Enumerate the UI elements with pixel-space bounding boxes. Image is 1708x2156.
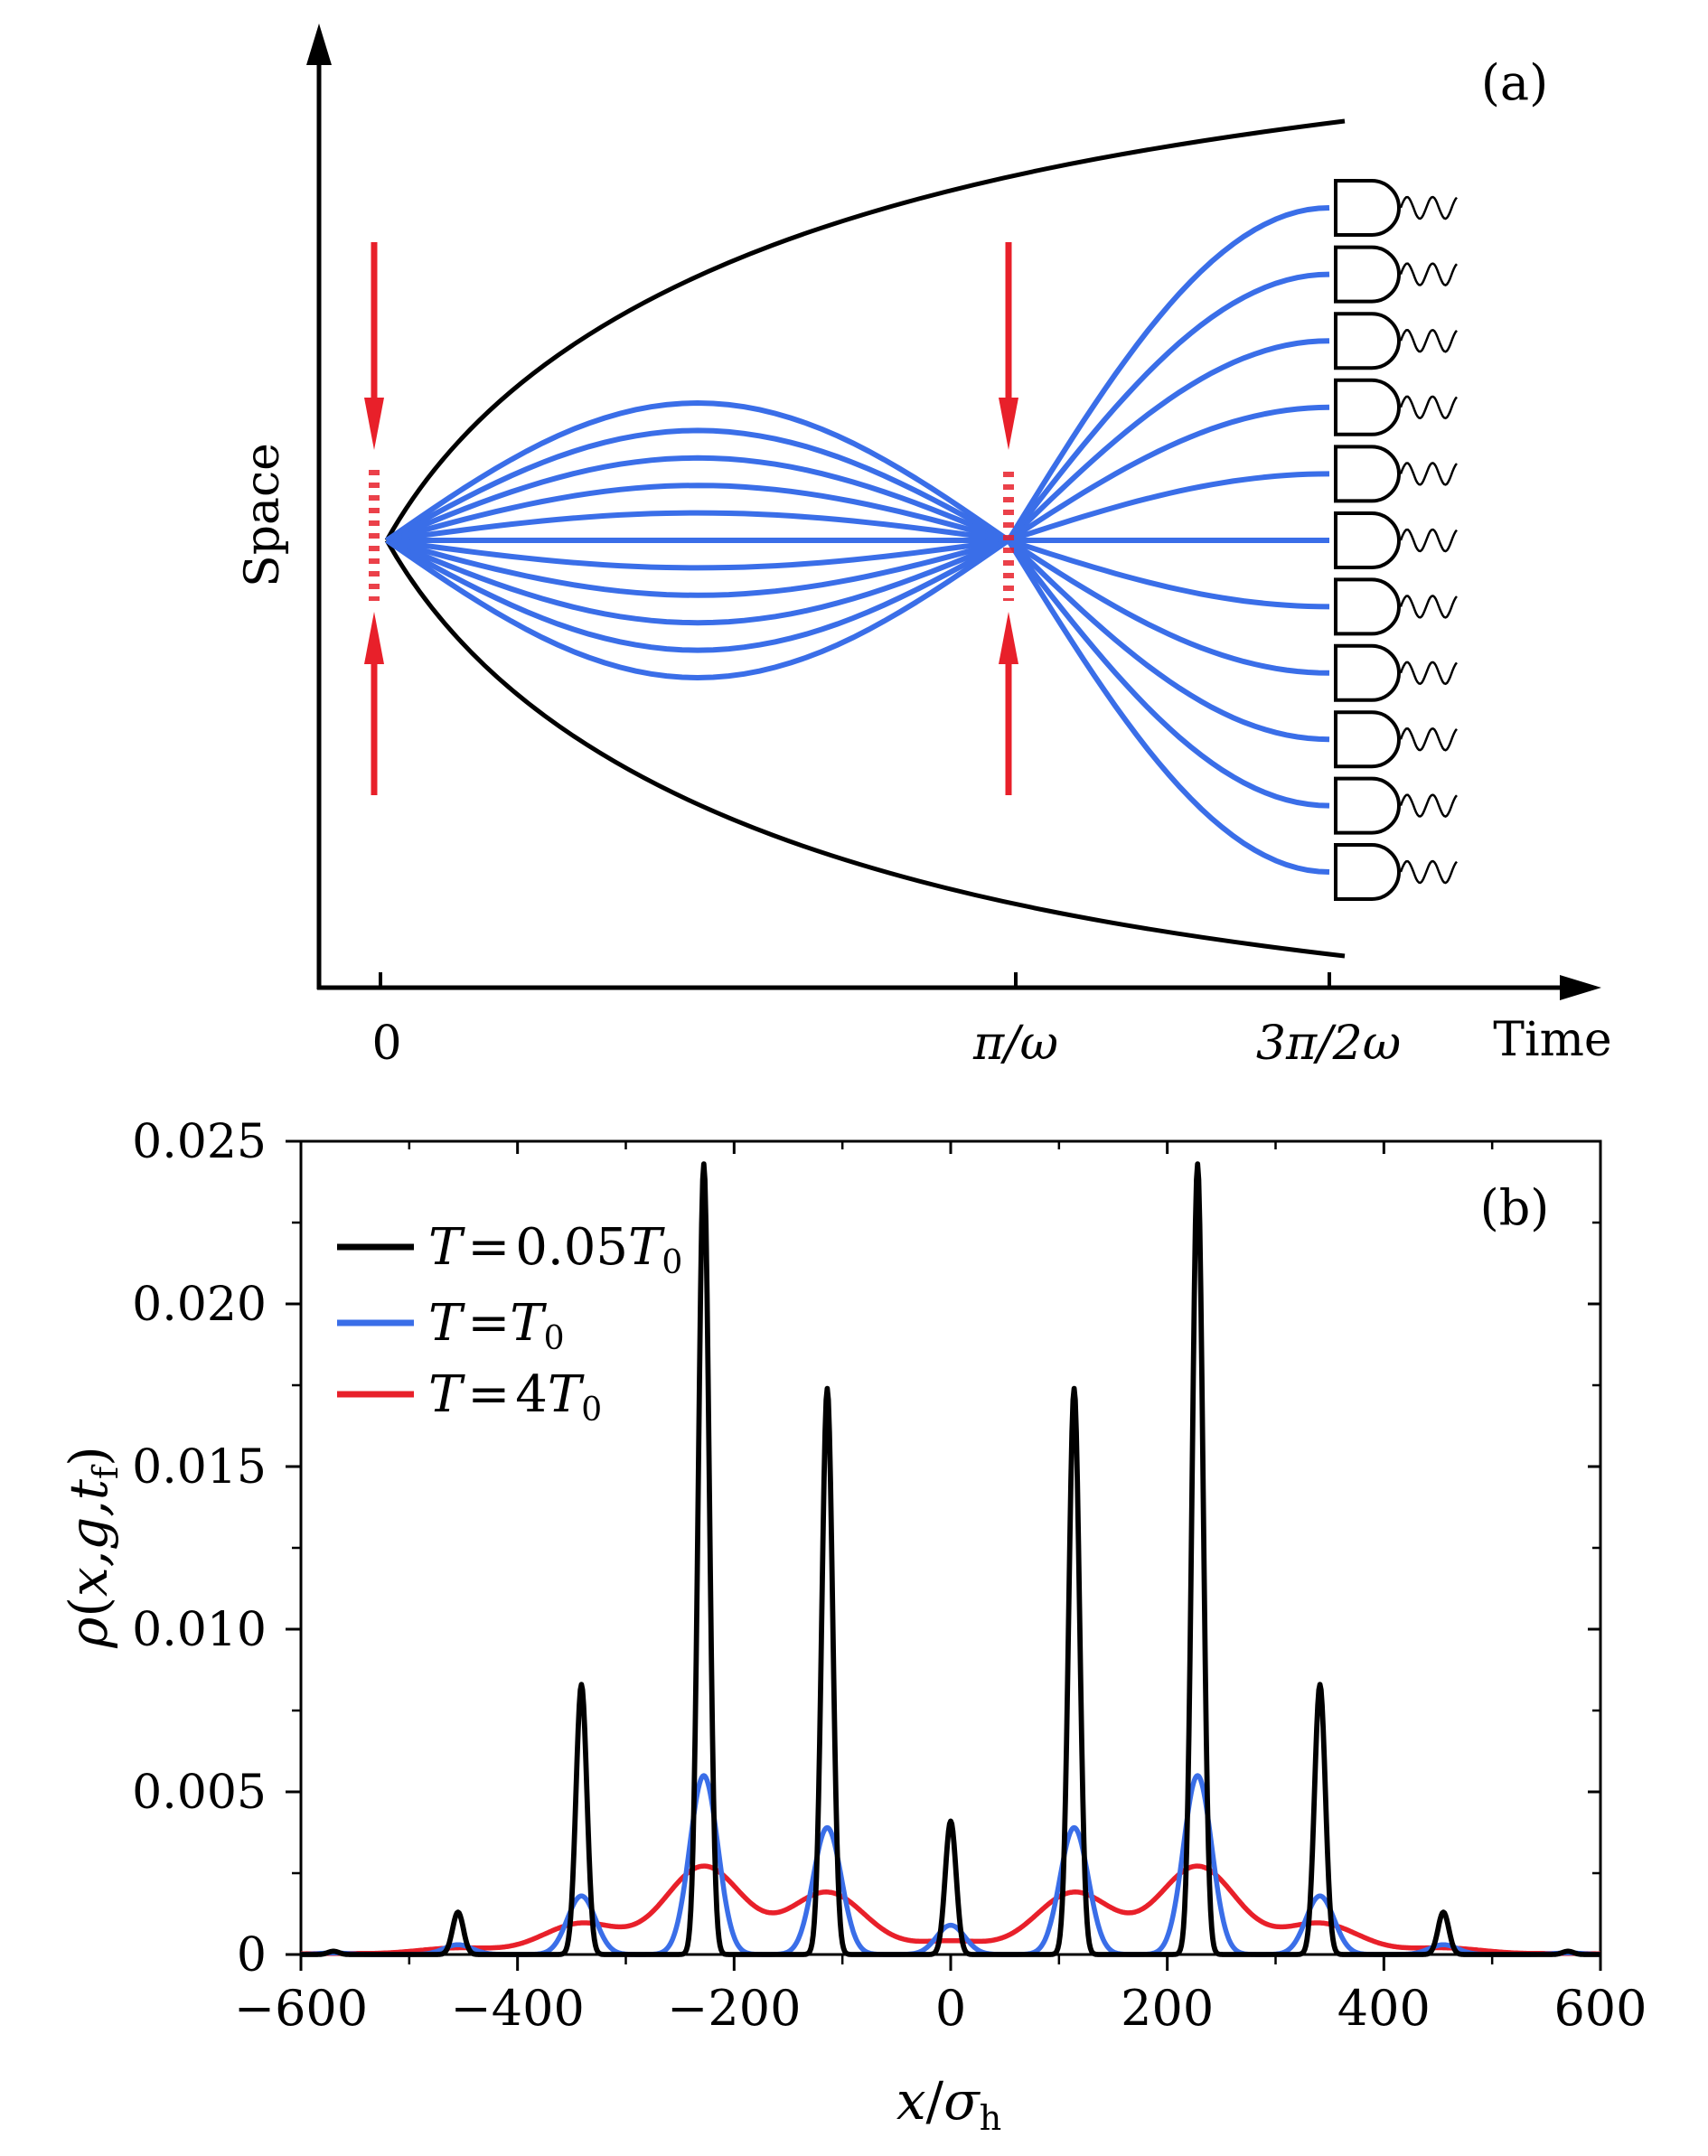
detector-10: [1334, 179, 1458, 237]
y-tick-label: 0.015: [132, 1440, 267, 1495]
trajectory-7: [386, 404, 1330, 544]
x-tick-label: 400: [1337, 1980, 1431, 2037]
y-tick-label: 0.005: [132, 1766, 267, 1820]
detector-body: [1334, 776, 1401, 835]
envelope-lower: [384, 539, 1346, 959]
legend: T = 0.05T0 T =T0 T = 4T0: [337, 1218, 682, 1429]
detector-wave: [1399, 793, 1458, 818]
detector-wave: [1399, 528, 1458, 553]
series-group: [299, 1161, 1602, 1957]
x-axis-title: x/σh: [896, 2070, 1001, 2138]
trajectory-0: [385, 536, 1330, 875]
series-line-0: [299, 1161, 1602, 1957]
detector-body: [1334, 843, 1401, 901]
detector-6: [1334, 445, 1458, 503]
time-tick-label-3pi-2omega: 3π/2ω: [1256, 1017, 1401, 1071]
y-tick-label: 0.010: [132, 1603, 267, 1657]
x-tick-label: 0: [935, 1980, 966, 2037]
series-line-2: [299, 1863, 1602, 1956]
detector-body: [1334, 312, 1401, 370]
panel-a-diagram: 0 π/ω 3π/2ω Time Space (a): [236, 23, 1612, 1071]
pulse-up-arrowhead: [364, 612, 384, 664]
legend-text-black: T = 0.05T0: [428, 1218, 682, 1281]
trajectory-group: [385, 205, 1330, 875]
detector-wave: [1399, 328, 1458, 353]
pulse-up-arrowhead: [999, 612, 1018, 664]
detector-2: [1334, 710, 1458, 769]
pulse-at-pi-omega: [999, 242, 1018, 795]
y-axis-title: ρ(x,g,tf): [58, 1446, 126, 1649]
detector-9: [1334, 245, 1458, 304]
trajectory-10: [385, 205, 1330, 545]
trajectory-6: [386, 471, 1330, 544]
space-axis-label: Space: [236, 443, 290, 587]
x-tick-label: −200: [667, 1980, 801, 2037]
detector-8: [1334, 312, 1458, 370]
trajectory-4: [386, 537, 1330, 610]
y-tick-label: 0: [237, 1928, 267, 1983]
detector-wave: [1399, 395, 1458, 420]
trajectory-3: [386, 537, 1330, 676]
detector-body: [1334, 710, 1401, 769]
x-tick-label: −400: [451, 1980, 585, 2037]
pulse-down-arrowhead: [364, 398, 384, 450]
trajectory-1: [385, 537, 1330, 809]
panel-b-chart: −600 −400 −200 0 200 400 600 0 0.005 0.010 0.015 0.…: [58, 1115, 1647, 2138]
detector-wave: [1399, 595, 1458, 619]
y-tick-label: 0.020: [132, 1278, 267, 1332]
envelope-upper: [384, 118, 1346, 542]
detector-3: [1334, 643, 1458, 702]
time-tick-label-pi-omega: π/ω: [972, 1017, 1058, 1071]
detector-4: [1334, 577, 1458, 636]
detector-wave: [1399, 262, 1458, 286]
detector-body: [1334, 511, 1401, 569]
detector-body: [1334, 445, 1401, 503]
y-tick-label: 0.025: [132, 1115, 267, 1169]
time-axis-label: Time: [1493, 1013, 1611, 1067]
detector-body: [1334, 378, 1401, 436]
detector-0: [1334, 843, 1458, 901]
detector-wave: [1399, 661, 1458, 686]
detector-wave: [1399, 462, 1458, 486]
pulse-down-arrowhead: [999, 398, 1018, 450]
x-tick-label: 600: [1553, 1980, 1647, 2037]
detector-wave: [1399, 726, 1458, 752]
time-axis-arrowhead: [1560, 975, 1601, 1000]
time-tick-label-0: 0: [371, 1017, 401, 1071]
detector-7: [1334, 378, 1458, 436]
axes-ticks: −600 −400 −200 0 200 400 600 0 0.005 0.010 0.015 0.…: [132, 1115, 1647, 2037]
detector-wave: [1399, 195, 1458, 220]
detector-body: [1334, 245, 1401, 304]
space-axis-arrowhead: [306, 23, 332, 65]
detector-group: [1334, 179, 1458, 901]
x-tick-label: −600: [234, 1980, 368, 2037]
panel-b-label: (b): [1480, 1179, 1550, 1236]
trajectory-8: [385, 338, 1330, 544]
x-tick-label: 200: [1121, 1980, 1214, 2037]
pulse-at-0: [364, 242, 384, 795]
detector-body: [1334, 577, 1401, 636]
trajectory-2: [385, 537, 1330, 743]
trajectory-9: [385, 271, 1330, 544]
detector-wave: [1399, 859, 1458, 885]
detector-5: [1334, 511, 1458, 569]
panel-a-label: (a): [1481, 54, 1548, 111]
legend-text-red: T = 4T0: [428, 1365, 602, 1429]
detector-1: [1334, 776, 1458, 835]
detector-body: [1334, 643, 1401, 702]
legend-text-blue: T =T0: [428, 1294, 565, 1357]
detector-body: [1334, 179, 1401, 237]
series-line-1: [299, 1773, 1602, 1957]
